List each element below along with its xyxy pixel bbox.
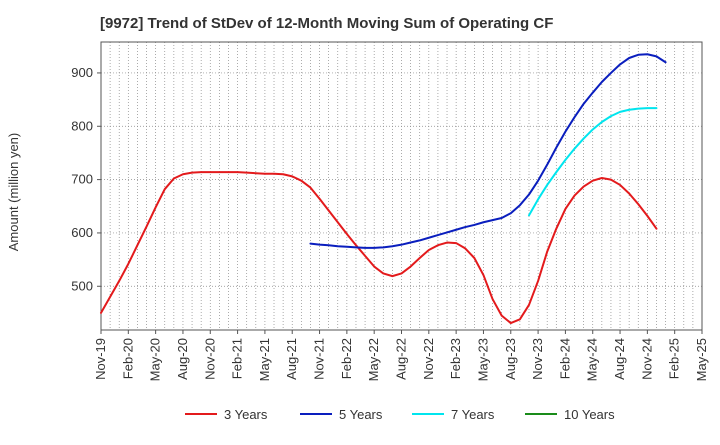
x-tick-label: Nov-24: [639, 338, 654, 380]
legend-label: 10 Years: [564, 407, 615, 422]
legend: 3 Years 5 Years 7 Years 10 Years: [185, 407, 615, 422]
x-tick-label: Feb-23: [448, 338, 463, 379]
x-tick-label: Feb-20: [120, 338, 135, 379]
x-tick-label: Nov-23: [530, 338, 545, 380]
x-tick-label: Nov-19: [93, 338, 108, 380]
x-tick-label: Aug-21: [284, 338, 299, 380]
y-tick-label: 500: [71, 278, 93, 293]
legend-label: 5 Years: [339, 407, 383, 422]
y-tick-label: 600: [71, 225, 93, 240]
series-line-7-years: [527, 107, 658, 217]
y-axis-label: Amount (million yen): [6, 133, 21, 252]
y-tick-label: 900: [71, 65, 93, 80]
x-tick-label: Feb-21: [230, 338, 245, 379]
x-tick-label: May-25: [694, 338, 709, 381]
x-tick-label: Feb-25: [667, 338, 682, 379]
x-tick-label: Nov-20: [202, 338, 217, 380]
x-tick-label: Nov-21: [312, 338, 327, 380]
legend-label: 7 Years: [451, 407, 495, 422]
x-tick-label: Aug-20: [175, 338, 190, 380]
y-tick-label: 700: [71, 172, 93, 187]
x-tick-label: Nov-22: [421, 338, 436, 380]
plot-area: 500 600 700 800 900 Nov-19 Feb-20 May-20 Aug-20 N…: [71, 41, 709, 381]
x-tick-label: Feb-22: [339, 338, 354, 379]
legend-label: 3 Years: [224, 407, 268, 422]
x-tick-label: May-21: [257, 338, 272, 381]
x-tick-label: May-20: [148, 338, 163, 381]
x-tick-label: Aug-22: [394, 338, 409, 380]
series-line-5-years: [309, 53, 667, 249]
chart-title: [9972] Trend of StDev of 12-Month Moving…: [100, 15, 553, 32]
y-tick-label: 800: [71, 118, 93, 133]
x-tick-label: Aug-23: [503, 338, 518, 380]
x-tick-label: Feb-24: [557, 338, 572, 379]
x-tick-label: May-24: [585, 338, 600, 381]
x-tick-label: May-22: [366, 338, 381, 381]
x-tick-label: Aug-24: [612, 338, 627, 380]
series-line-3-years: [100, 171, 658, 325]
x-tick-label: May-23: [475, 338, 490, 381]
